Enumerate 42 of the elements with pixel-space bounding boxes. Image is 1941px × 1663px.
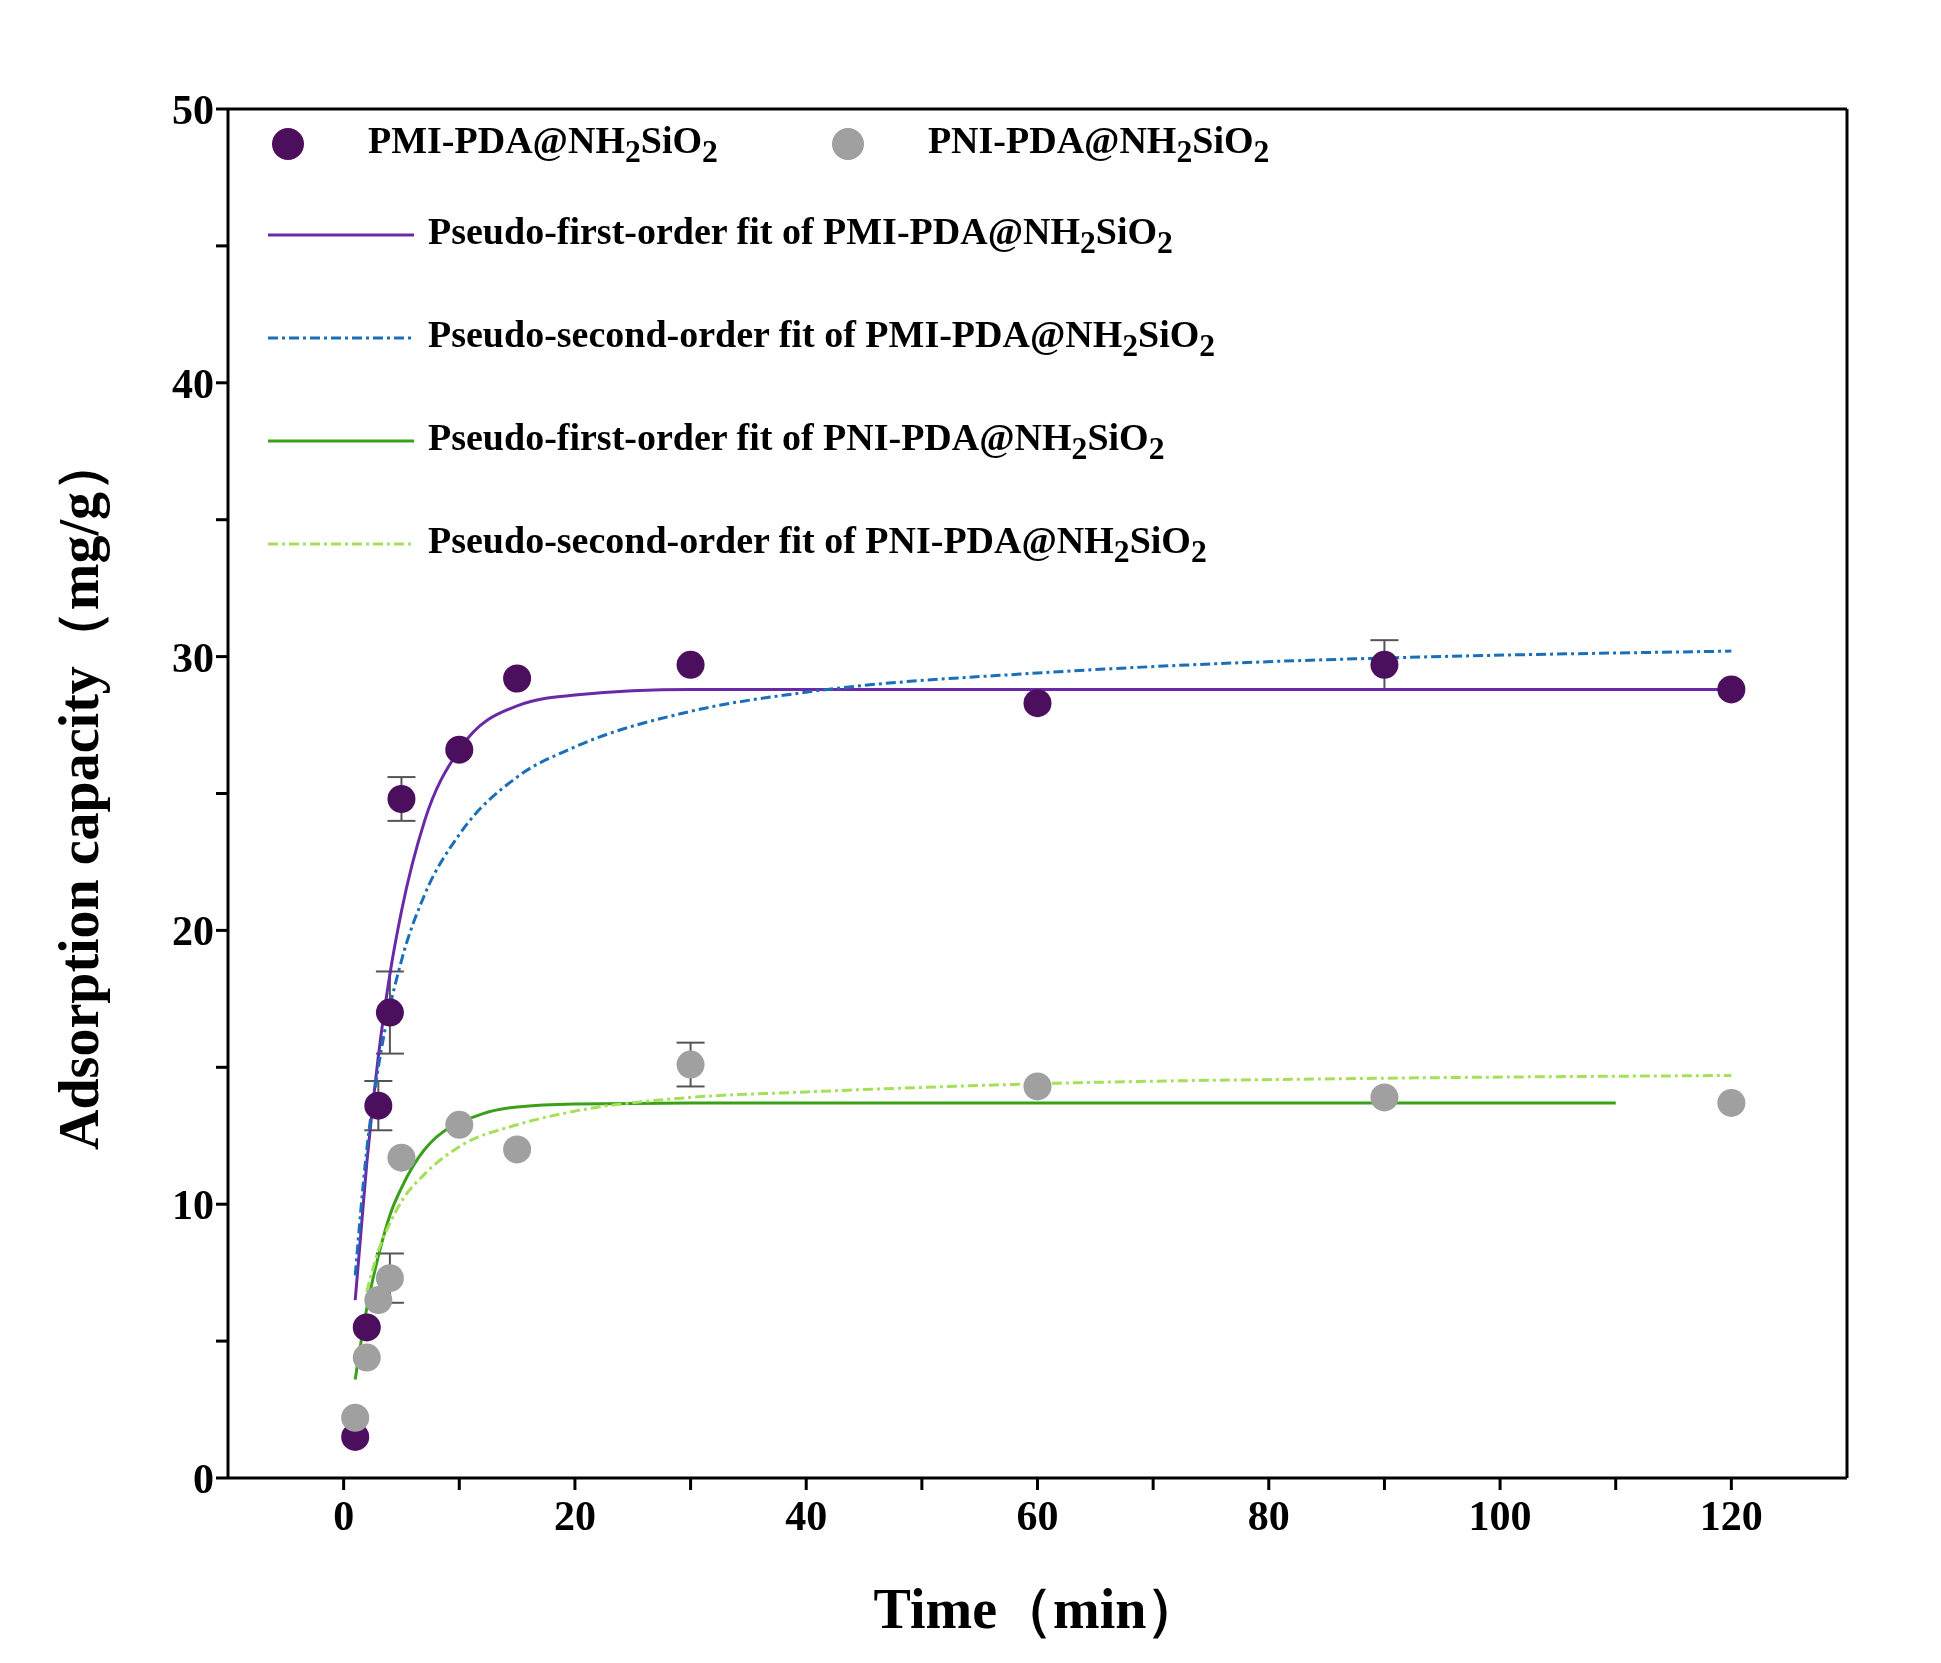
legend-label: Pseudo-first-order fit of PMI-PDA@NH$_{2}$SiO$_{2}$: [428, 209, 1173, 261]
y-axis-title: Adsorption capacity（mg/g）: [48, 436, 110, 1150]
point: [364, 1286, 393, 1315]
legend-label: PNI-PDA@NH$_{2}$SiO$_{2}$: [927, 118, 1270, 170]
point: [364, 1091, 393, 1120]
point: [1370, 1083, 1399, 1112]
point: [503, 1135, 532, 1164]
point: [1717, 675, 1746, 704]
point: [445, 1110, 474, 1139]
y-tick-label: 10: [172, 1182, 214, 1229]
point: [1023, 1072, 1052, 1101]
point: [352, 1343, 381, 1372]
x-axis-title: Time（min）: [873, 1578, 1203, 1640]
point: [1717, 1088, 1746, 1117]
x-tick-label: 0: [333, 1492, 355, 1539]
y-tick-label: 40: [172, 360, 214, 407]
legend-label: Pseudo-second-order fit of PMI-PDA@NH$_{2}$SiO$_{2}$: [428, 312, 1216, 364]
x-tick-label: 20: [553, 1492, 596, 1539]
point: [1370, 650, 1399, 679]
point: [1023, 689, 1052, 718]
y-tick-label: 20: [172, 908, 214, 955]
point: [387, 1143, 416, 1172]
point: [375, 1264, 404, 1293]
point: [341, 1403, 370, 1432]
legend-label: PMI-PDA@NH$_{2}$SiO$_{2}$: [368, 118, 718, 170]
point: [375, 998, 404, 1027]
y-tick-label: 30: [172, 634, 214, 681]
y-tick-label: 0: [193, 1455, 214, 1502]
x-tick-label: 80: [1247, 1492, 1290, 1539]
x-tick-label: 40: [785, 1492, 828, 1539]
legend-label: Pseudo-second-order fit of PNI-PDA@NH$_{2}$SiO$_{2}$: [428, 518, 1207, 570]
x-tick-label: 100: [1468, 1492, 1532, 1539]
x-tick-label: 60: [1016, 1492, 1059, 1539]
point: [352, 1313, 381, 1342]
point: [503, 664, 532, 693]
point: [445, 735, 474, 764]
point: [676, 650, 705, 679]
point: [676, 1050, 705, 1079]
y-tick-label: 50: [172, 86, 214, 133]
point: [387, 784, 416, 813]
x-tick-label: 120: [1699, 1492, 1763, 1539]
legend-label: Pseudo-first-order fit of PNI-PDA@NH$_{2}$SiO$_{2}$: [428, 415, 1165, 467]
